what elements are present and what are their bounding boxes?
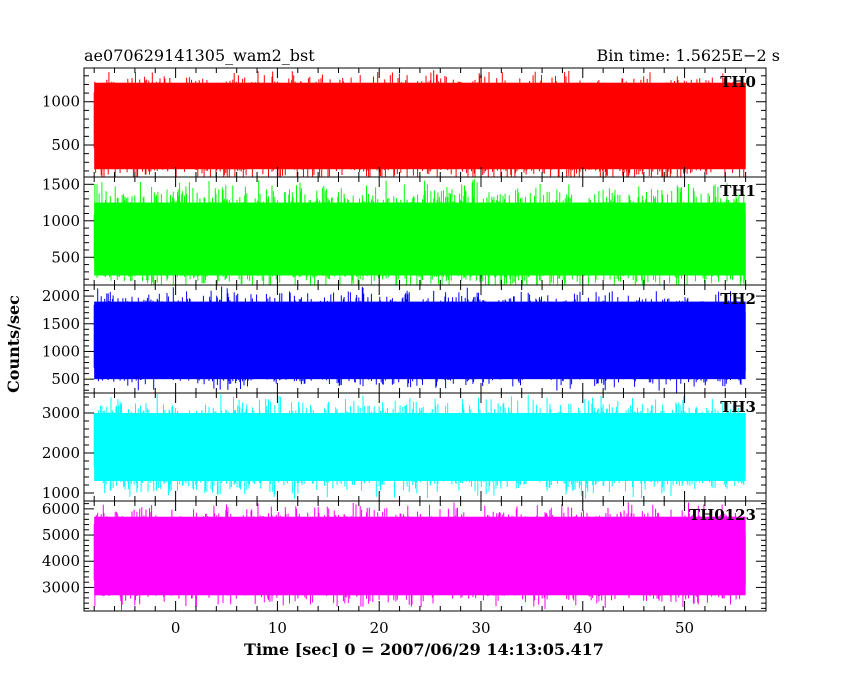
series-trace-th0123 <box>93 502 746 611</box>
panel-label-th0123: TH0123 <box>689 506 756 524</box>
y-tick-label: 5000 <box>42 526 80 544</box>
x-tick-label: 0 <box>171 619 181 637</box>
y-tick-label: 500 <box>51 136 80 154</box>
y-tick-label: 3000 <box>42 404 80 422</box>
series-trace-th1 <box>93 178 746 285</box>
y-tick-label: 1500 <box>42 175 80 193</box>
y-tick-label: 500 <box>51 248 80 266</box>
x-tick-label: 40 <box>573 619 592 637</box>
y-tick-label: 2000 <box>42 287 80 305</box>
y-tick-label: 4000 <box>42 552 80 570</box>
y-tick-label: 500 <box>51 370 80 388</box>
x-tick-label: 10 <box>268 619 287 637</box>
y-tick-label: 2000 <box>42 444 80 462</box>
y-tick-label: 6000 <box>42 500 80 518</box>
series-trace-th3 <box>93 394 746 499</box>
panel-th0123 <box>93 502 746 611</box>
panel-th1 <box>93 178 746 285</box>
panel-th0 <box>93 70 746 177</box>
panel-th3 <box>93 394 746 499</box>
y-tick-label: 1500 <box>42 315 80 333</box>
y-axis-title: Counts/sec <box>4 295 23 393</box>
panel-label-th3: TH3 <box>720 398 756 416</box>
x-tick-label: 50 <box>675 619 694 637</box>
x-axis-title: Time [sec] 0 = 2007/06/29 14:13:05.417 <box>244 640 604 659</box>
chart-title-right: Bin time: 1.5625E−2 s <box>597 46 780 65</box>
series-trace-th0 <box>93 70 746 177</box>
panel-label-th2: TH2 <box>720 290 756 308</box>
panel-label-th0: TH0 <box>720 73 756 91</box>
y-tick-label: 1000 <box>42 484 80 502</box>
y-tick-label: 3000 <box>42 578 80 596</box>
chart-title-left: ae070629141305_wam2_bst <box>84 46 315 65</box>
series-trace-th2 <box>93 286 746 393</box>
y-tick-label: 1000 <box>42 93 80 111</box>
panel-label-th1: TH1 <box>720 182 756 200</box>
y-tick-label: 1000 <box>42 342 80 360</box>
y-tick-label: 1000 <box>42 212 80 230</box>
x-tick-label: 30 <box>471 619 490 637</box>
panel-th2 <box>93 286 746 393</box>
x-tick-label: 20 <box>370 619 389 637</box>
